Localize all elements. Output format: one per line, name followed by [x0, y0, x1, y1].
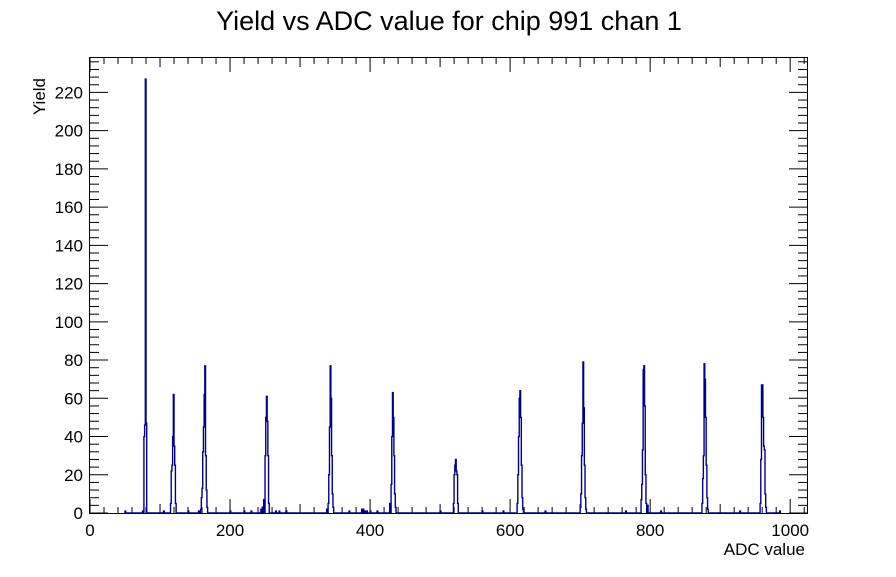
histogram-series — [124, 78, 782, 514]
y-tick-label: 40 — [64, 428, 83, 447]
y-tick-label: 0 — [74, 504, 83, 523]
x-tick-label: 600 — [496, 521, 524, 540]
y-tick-label: 200 — [55, 122, 83, 141]
y-axis-label: Yield — [30, 78, 49, 115]
y-tick-label: 180 — [55, 160, 83, 179]
y-axis-ticks: 0 20 40 60 80 100 120 140 160 180 200 220 — [55, 61, 807, 523]
x-tick-label: 200 — [216, 521, 244, 540]
x-tick-label: 0 — [85, 521, 94, 540]
x-tick-label: 400 — [356, 521, 384, 540]
y-tick-label: 220 — [55, 83, 83, 102]
x-tick-label: 800 — [636, 521, 664, 540]
y-tick-label: 80 — [64, 351, 83, 370]
y-tick-label: 160 — [55, 198, 83, 217]
y-tick-label: 120 — [55, 275, 83, 294]
x-axis-ticks: 0 200 400 600 800 1000 — [85, 58, 809, 540]
chart-title: Yield vs ADC value for chip 991 chan 1 — [216, 6, 682, 36]
plot-frame — [89, 57, 808, 514]
y-tick-label: 20 — [64, 466, 83, 485]
y-tick-label: 100 — [55, 313, 83, 332]
y-tick-label: 140 — [55, 236, 83, 255]
y-tick-label: 60 — [64, 389, 83, 408]
x-axis-label: ADC value — [724, 540, 805, 559]
x-tick-label: 1000 — [771, 521, 809, 540]
